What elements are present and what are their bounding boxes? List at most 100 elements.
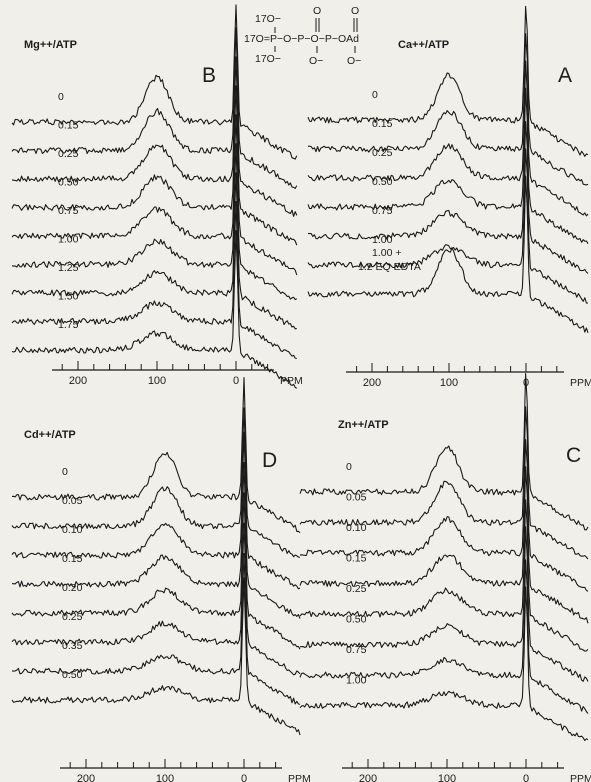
panel-title: Mg++/ATP — [24, 39, 77, 51]
concentration-label: 0.50 — [58, 177, 79, 189]
spectrum-trace — [299, 499, 589, 652]
concentration-label: 0.10 — [62, 524, 83, 536]
concentration-label: 1.25 — [58, 262, 79, 274]
concentration-label: 0 — [346, 461, 352, 473]
x-axis-label: PPM — [570, 773, 591, 782]
concentration-label: 0.15 — [346, 553, 367, 565]
x-axis-label: PPM — [570, 377, 591, 389]
spectrum-trace — [11, 56, 298, 217]
concentration-label: 0.15 — [372, 118, 393, 130]
concentration-label: 0.25 — [58, 148, 79, 160]
concentration-labels: 0 0.15 0.25 0.50 0.75 1.001.00 +1.2 EQ EDTA — [358, 89, 421, 273]
spectrum-trace — [307, 5, 589, 157]
spectrum-trace — [11, 522, 301, 676]
spectrum-trace — [11, 552, 301, 705]
structure-o-minus-1: O− — [309, 55, 323, 67]
concentration-label: 0.25 — [346, 583, 367, 595]
concentration-label: 0.75 — [58, 205, 79, 217]
spectrum-trace — [11, 27, 298, 189]
concentration-label: 0.25 — [62, 611, 83, 623]
spectrum-trace — [12, 462, 301, 619]
atp-structure: 17O− 17O=P−O−P−O−P−OAd 17O− O O O− O− — [244, 5, 361, 67]
concentration-label: 0.10 — [346, 522, 367, 534]
concentration-label: 0.20 — [62, 582, 83, 594]
panel-title: Zn++/ATP — [338, 419, 389, 431]
concentration-label: 1.00 — [58, 234, 79, 246]
spectrum-trace — [307, 60, 589, 217]
structure-o-minus-2: O− — [347, 55, 361, 67]
spectrum-trace — [307, 148, 589, 304]
concentration-label: 0.25 — [372, 147, 393, 159]
spectrum-trace — [299, 406, 589, 560]
spectrum-trace — [11, 143, 298, 301]
concentration-labels: 0 0.05 0.10 0.15 0.25 0.50 0.75 1.00 — [346, 461, 367, 687]
spectrum-trace — [11, 114, 298, 276]
structure-o-1: O — [313, 5, 321, 17]
spectrum-trace — [11, 85, 298, 246]
x-axis: 200 100 0 PPM — [342, 759, 591, 782]
concentration-label: 1.00 +1.2 EQ EDTA — [358, 247, 421, 273]
spectrum-trace — [11, 377, 301, 534]
panel-letter: B — [202, 64, 216, 87]
spectrum-trace — [307, 175, 589, 333]
spectrum-trace — [299, 466, 589, 624]
concentration-label: 0.15 — [58, 120, 79, 132]
x-tick-label: 0 — [523, 773, 529, 782]
spectrum-trace — [11, 4, 298, 160]
x-axis: 200 100 0 PPM — [52, 361, 303, 387]
concentration-label: 0.50 — [346, 614, 367, 626]
x-tick-label: 200 — [363, 377, 381, 389]
concentration-label: 0.35 — [62, 640, 83, 652]
spectrum-trace — [307, 87, 589, 244]
x-tick-label: 200 — [77, 773, 95, 782]
structure-top-line: 17O− — [255, 13, 281, 25]
spectrum-trace — [299, 559, 589, 714]
concentration-labels: 0 0.15 0.25 0.50 0.75 1.00 1.25 1.50 1.75 — [58, 91, 79, 331]
x-axis-label: PPM — [288, 773, 311, 782]
x-tick-label: 0 — [241, 773, 247, 782]
spectrum-trace — [299, 373, 589, 531]
x-tick-label: 100 — [438, 773, 456, 782]
x-tick-label: 100 — [156, 773, 174, 782]
spectrum-trace — [308, 33, 589, 186]
trace-group — [299, 373, 589, 742]
spectrum-trace — [11, 577, 301, 736]
trace-group — [307, 5, 589, 333]
trace-group — [11, 377, 301, 736]
spectrum-trace — [11, 230, 298, 389]
x-tick-label: 200 — [359, 773, 377, 782]
x-axis-label: PPM — [280, 375, 303, 387]
concentration-label: 0.75 — [372, 205, 393, 217]
spectrum-trace — [299, 586, 589, 742]
concentration-labels: 0 0.05 0.10 0.15 0.20 0.25 0.35 0.50 — [62, 466, 83, 681]
concentration-label: 0.75 — [346, 644, 367, 656]
structure-main-line: 17O=P−O−P−O−P−OAd — [244, 33, 359, 45]
x-tick-label: 200 — [69, 375, 87, 387]
spectrum-trace — [11, 407, 301, 558]
spectrum-trace — [11, 492, 301, 650]
concentration-label: 1.50 — [58, 291, 79, 303]
spectrum-trace — [11, 431, 301, 590]
panel-ca: Ca++/ATP A 0 0.15 0.25 0.50 0.75 1.001.00 +1.… — [307, 5, 591, 389]
concentration-label: 0.05 — [346, 492, 367, 504]
concentration-label: 0.50 — [62, 669, 83, 681]
spectrum-trace — [11, 201, 297, 360]
concentration-label: 0 — [58, 91, 64, 103]
panel-letter: A — [558, 64, 572, 87]
x-axis: 200 100 0 PPM — [60, 759, 311, 782]
spectrum-trace — [307, 120, 589, 274]
concentration-label: 0.05 — [62, 495, 83, 507]
panel-title: Cd++/ATP — [24, 429, 76, 441]
panel-zn: Zn++/ATP C 0 0.05 0.10 0.15 0.25 0.50 0.75 1.00… — [299, 373, 591, 782]
concentration-label: 1.75 — [58, 319, 79, 331]
concentration-label: 0.50 — [372, 176, 393, 188]
spectrum-trace — [300, 526, 589, 682]
trace-group — [11, 4, 298, 389]
x-axis: 200 100 0 PPM — [346, 363, 591, 389]
concentration-label: 0 — [372, 89, 378, 101]
x-tick-label: 100 — [440, 377, 458, 389]
concentration-label: 1.00 — [372, 234, 393, 246]
x-tick-label: 0 — [233, 375, 239, 387]
panel-title: Ca++/ATP — [398, 39, 449, 51]
